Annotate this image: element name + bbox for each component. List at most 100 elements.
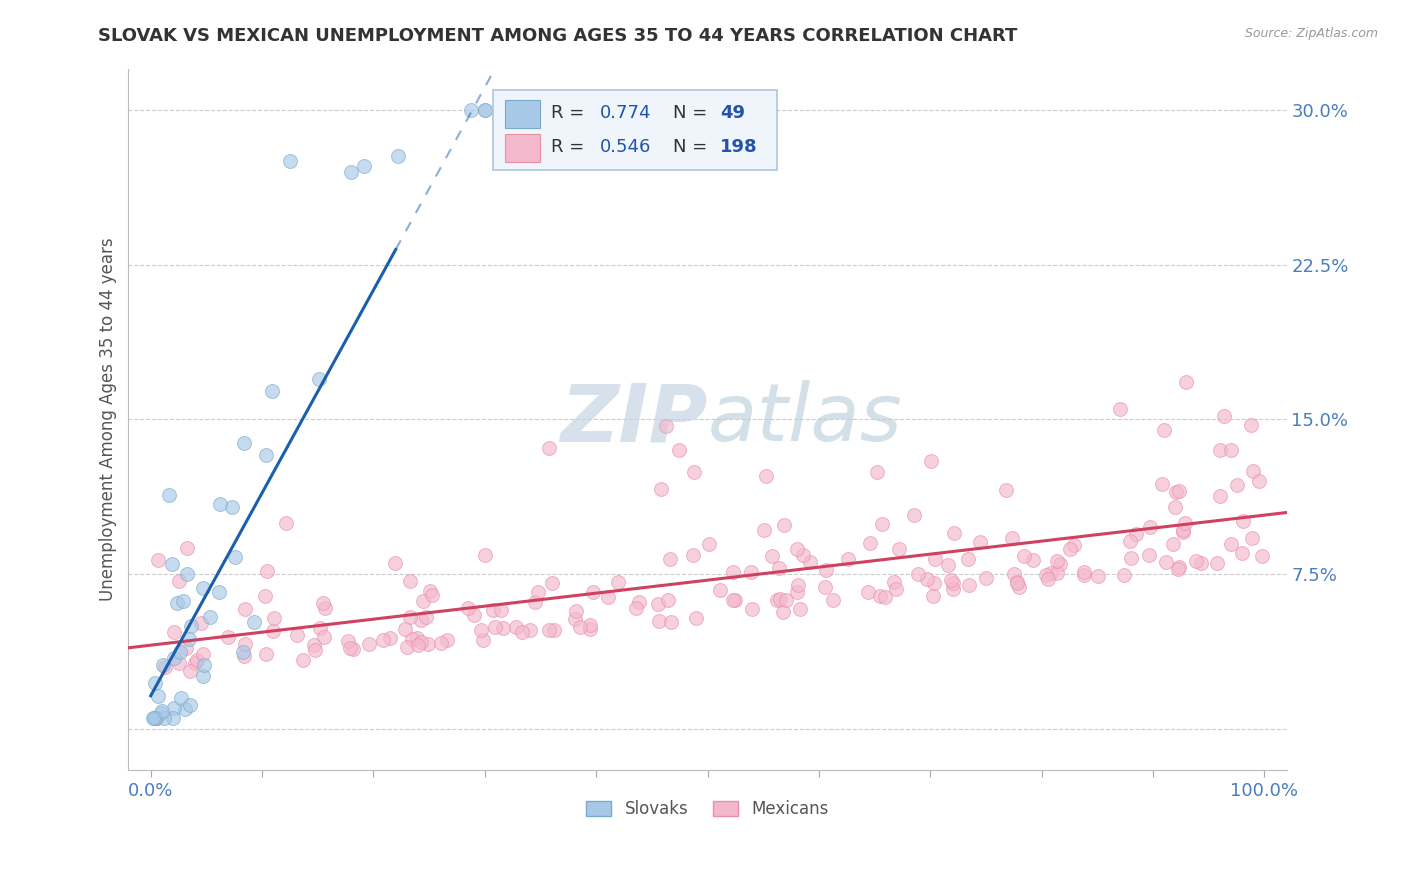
Point (167, 574, 190, 588)
Point (607, 574, 630, 589)
Point (889, 542, 911, 557)
Point (1167, 562, 1189, 576)
Point (786, 585, 808, 599)
Point (768, 561, 790, 575)
Point (1189, 556, 1212, 570)
Point (1073, 565, 1095, 579)
Point (146, 711, 169, 725)
Point (655, 419, 678, 434)
Point (157, 488, 180, 502)
Point (489, 603, 512, 617)
Point (169, 645, 191, 659)
Point (659, 615, 682, 629)
Point (922, 575, 945, 590)
Point (233, 637, 256, 651)
FancyBboxPatch shape (505, 134, 540, 161)
Point (457, 601, 479, 615)
Point (162, 711, 184, 725)
Point (224, 550, 246, 565)
Point (254, 589, 277, 603)
Point (859, 536, 882, 550)
Point (254, 647, 277, 661)
Text: 49: 49 (720, 104, 745, 122)
Point (193, 581, 215, 595)
Point (1219, 443, 1241, 458)
Point (394, 623, 416, 637)
Point (411, 613, 433, 627)
Point (396, 640, 419, 654)
Point (1205, 556, 1227, 570)
Point (143, 711, 166, 725)
Point (436, 633, 458, 648)
Point (921, 589, 943, 603)
Point (724, 593, 747, 607)
Point (193, 658, 215, 673)
Point (709, 583, 731, 598)
Point (1108, 401, 1130, 416)
Point (564, 612, 586, 626)
Point (766, 593, 789, 607)
Point (337, 633, 360, 648)
Point (143, 676, 166, 690)
Point (463, 607, 485, 622)
FancyBboxPatch shape (494, 89, 778, 170)
Point (647, 597, 669, 611)
Text: N =: N = (673, 104, 713, 122)
Point (668, 443, 690, 458)
Point (146, 553, 169, 567)
Point (309, 621, 332, 635)
Point (1156, 555, 1178, 569)
Point (1036, 572, 1059, 586)
Point (538, 441, 561, 455)
Point (858, 585, 880, 599)
Point (543, 623, 565, 637)
Point (526, 585, 548, 599)
Point (650, 482, 672, 496)
Point (541, 575, 564, 590)
Point (177, 632, 200, 646)
Text: ZIP: ZIP (560, 380, 707, 458)
Point (941, 575, 963, 590)
Point (755, 469, 778, 483)
Point (943, 526, 966, 541)
Point (482, 603, 505, 617)
Point (179, 698, 201, 712)
Point (624, 601, 647, 615)
Point (285, 628, 308, 642)
Point (1119, 534, 1142, 549)
Point (740, 565, 762, 579)
Point (628, 595, 651, 609)
Point (596, 591, 619, 605)
Point (183, 656, 205, 670)
Point (1000, 532, 1022, 546)
Point (956, 552, 979, 566)
Point (1220, 537, 1243, 551)
Point (398, 574, 420, 588)
Point (523, 103, 546, 117)
Point (371, 632, 394, 647)
Point (198, 610, 221, 624)
Point (1073, 568, 1095, 582)
Point (564, 604, 586, 618)
Point (474, 549, 496, 563)
Point (217, 630, 239, 644)
Point (143, 711, 166, 725)
Point (866, 466, 889, 480)
Point (304, 638, 326, 652)
Point (276, 516, 298, 531)
Point (799, 555, 821, 569)
Point (190, 615, 212, 630)
Point (291, 653, 314, 667)
Point (460, 103, 482, 117)
Point (582, 584, 605, 599)
Point (418, 637, 440, 651)
Point (502, 103, 524, 117)
Point (1240, 417, 1263, 432)
Point (821, 593, 844, 607)
Point (312, 630, 335, 644)
Point (474, 103, 496, 117)
Point (260, 384, 283, 399)
Point (1087, 569, 1109, 583)
Point (359, 637, 381, 651)
Point (1175, 375, 1198, 389)
